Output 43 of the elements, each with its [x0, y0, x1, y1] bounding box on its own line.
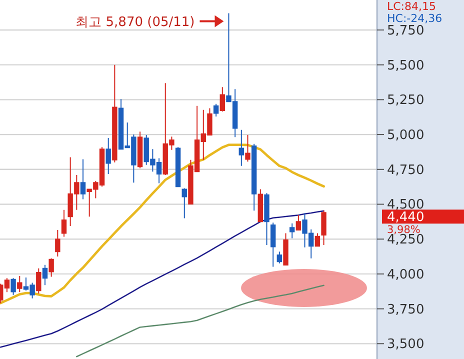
candlestick: [175, 146, 181, 188]
candlestick: [289, 222, 295, 239]
line-series: [0, 144, 325, 304]
y-tick-label: 5,000: [387, 128, 424, 144]
candlestick: [238, 129, 244, 166]
candlestick: [213, 103, 219, 118]
candlestick: [55, 230, 60, 258]
candlestick: [296, 214, 302, 231]
candlestick: [112, 64, 118, 163]
line-series: [76, 284, 324, 358]
candlestick: [270, 222, 276, 268]
candlestick: [283, 232, 288, 266]
candlestick: [182, 188, 187, 219]
candlestick: [48, 258, 54, 278]
candlestick: [276, 251, 282, 264]
y-tick-label: 3,500: [387, 337, 424, 352]
candlestick: [42, 264, 48, 286]
candlestick: [258, 188, 264, 222]
y-tick-label: 5,750: [387, 23, 424, 38]
candlestick: [220, 86, 225, 112]
candlestick: [36, 268, 42, 294]
line-series: [0, 210, 324, 348]
y-tick-label: 4,000: [387, 267, 424, 282]
candlestick: [137, 131, 143, 169]
candlestick: [321, 210, 326, 246]
candlestick: [10, 278, 16, 296]
y-tick-label: 3,750: [387, 302, 424, 318]
text: HC:-24,36: [387, 12, 442, 25]
annotation: 최고 5,870 (05/11): [76, 15, 195, 30]
candlestick: [61, 209, 67, 238]
candlestick: [264, 192, 270, 246]
y-tick-label: 5,250: [387, 93, 424, 108]
candlestick: [80, 158, 86, 200]
y-tick-label: 4,250: [387, 232, 424, 248]
candlestick: [17, 276, 22, 293]
text: 4,440: [387, 210, 424, 226]
candlestick: [245, 134, 250, 162]
text: LC:84,15: [387, 0, 436, 13]
candlestick: [314, 232, 320, 247]
y-tick-label: 5,500: [387, 58, 424, 74]
y-tick-label: 4,750: [387, 162, 424, 178]
candlestick: [106, 138, 111, 174]
candlestick: [251, 143, 257, 212]
